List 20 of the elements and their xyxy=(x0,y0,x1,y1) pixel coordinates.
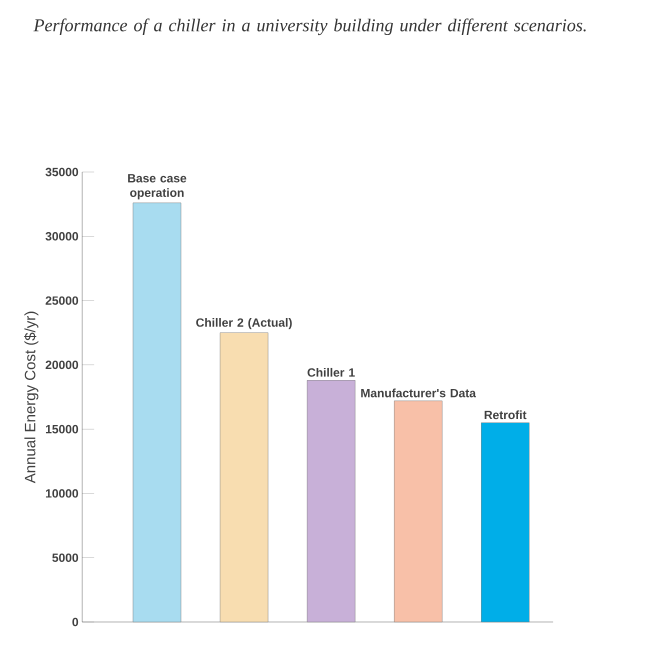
bar xyxy=(394,400,442,622)
y-tick-label: 0 xyxy=(72,618,78,626)
x-tick-label: Manufacturer's Data xyxy=(361,388,476,398)
y-tick-label: 30000 xyxy=(46,232,78,241)
y-axis-title: Annual Energy Cost ($/yr) xyxy=(24,312,38,484)
bar xyxy=(220,332,268,622)
y-tick-label: 5000 xyxy=(52,553,78,562)
bar xyxy=(481,422,530,622)
y-tick-label: 15000 xyxy=(46,424,78,434)
y-tick-label: 35000 xyxy=(46,168,78,176)
y-tick-label: 20000 xyxy=(46,360,78,370)
chart-title: Performance of a chiller in a university building under different scenarios. xyxy=(33,18,586,36)
bar xyxy=(132,202,182,622)
x-tick-label: Retrofit xyxy=(484,410,526,420)
x-tick-label: Base case operation xyxy=(128,174,186,200)
bar xyxy=(306,380,356,622)
x-tick-label: Chiller 1 xyxy=(308,368,355,377)
x-tick-label: Chiller 2 (Actual) xyxy=(196,318,292,330)
y-tick-label: 10000 xyxy=(46,489,78,498)
y-tick-label: 25000 xyxy=(46,296,78,305)
